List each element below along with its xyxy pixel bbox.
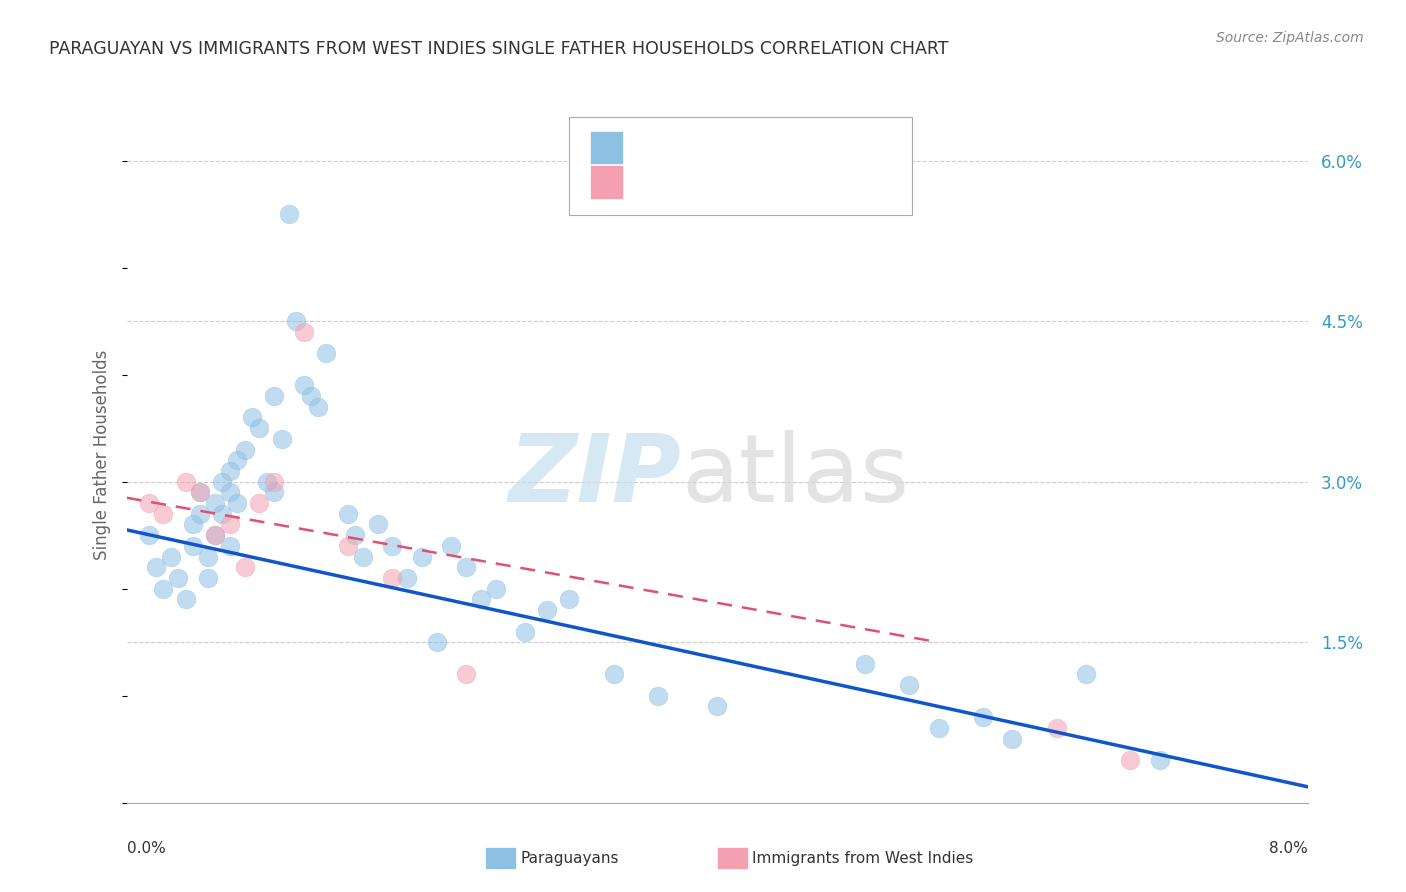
- Point: [1001, 731, 1024, 746]
- Point: [285, 314, 308, 328]
- Point: [381, 571, 404, 585]
- Point: [315, 346, 337, 360]
- Point: [204, 496, 226, 510]
- Point: [204, 528, 226, 542]
- Point: [396, 571, 419, 585]
- Point: [470, 592, 492, 607]
- Point: [197, 571, 219, 585]
- Point: [218, 517, 242, 532]
- Point: [204, 528, 226, 542]
- Text: Immigrants from West Indies: Immigrants from West Indies: [752, 851, 973, 865]
- Point: [307, 400, 329, 414]
- Point: [167, 571, 190, 585]
- Point: [174, 592, 197, 607]
- Point: [299, 389, 322, 403]
- Point: [226, 453, 249, 467]
- Point: [226, 496, 249, 510]
- Point: [188, 485, 211, 500]
- Point: [558, 592, 581, 607]
- Point: [138, 528, 160, 542]
- Point: [197, 549, 219, 564]
- Text: 8.0%: 8.0%: [1268, 841, 1308, 856]
- Point: [292, 378, 315, 392]
- Point: [411, 549, 433, 564]
- Point: [1149, 753, 1171, 767]
- Point: [256, 475, 278, 489]
- Point: [853, 657, 876, 671]
- Point: [278, 207, 301, 221]
- Point: [536, 603, 558, 617]
- Point: [263, 389, 285, 403]
- Point: [1076, 667, 1098, 681]
- Point: [233, 560, 256, 574]
- Point: [515, 624, 537, 639]
- Bar: [589, 166, 623, 199]
- Text: R =: R =: [634, 140, 668, 155]
- Text: 0.0%: 0.0%: [127, 841, 166, 856]
- Bar: [589, 131, 623, 164]
- Point: [211, 507, 233, 521]
- Point: [247, 421, 270, 435]
- Point: [159, 549, 183, 564]
- Point: [602, 667, 624, 681]
- Point: [454, 560, 477, 574]
- Text: 59: 59: [815, 140, 835, 155]
- Text: Paraguayans: Paraguayans: [520, 851, 619, 865]
- Point: [366, 517, 388, 532]
- Point: [352, 549, 374, 564]
- Point: [928, 721, 950, 735]
- Point: [440, 539, 463, 553]
- Text: R =: R =: [634, 175, 668, 190]
- FancyBboxPatch shape: [569, 118, 912, 215]
- Point: [1045, 721, 1069, 735]
- Text: -0.253: -0.253: [679, 175, 728, 190]
- Point: [188, 507, 211, 521]
- Point: [344, 528, 367, 542]
- Text: PARAGUAYAN VS IMMIGRANTS FROM WEST INDIES SINGLE FATHER HOUSEHOLDS CORRELATION C: PARAGUAYAN VS IMMIGRANTS FROM WEST INDIE…: [49, 40, 949, 58]
- Point: [270, 432, 292, 446]
- Point: [188, 485, 211, 500]
- Point: [218, 539, 242, 553]
- Text: ZIP: ZIP: [509, 430, 682, 522]
- Point: [233, 442, 256, 457]
- Point: [218, 464, 242, 478]
- Point: [454, 667, 477, 681]
- Point: [706, 699, 728, 714]
- Y-axis label: Single Father Households: Single Father Households: [93, 350, 111, 560]
- Point: [174, 475, 197, 489]
- Text: N =: N =: [770, 175, 804, 190]
- Point: [181, 517, 204, 532]
- Point: [263, 475, 285, 489]
- Point: [152, 507, 174, 521]
- Point: [138, 496, 160, 510]
- Point: [145, 560, 167, 574]
- Point: [211, 475, 233, 489]
- Point: [181, 539, 204, 553]
- Text: N =: N =: [770, 140, 804, 155]
- Text: -0.291: -0.291: [679, 140, 728, 155]
- Point: [1119, 753, 1142, 767]
- Point: [337, 539, 360, 553]
- Point: [484, 582, 508, 596]
- Text: atlas: atlas: [682, 430, 910, 522]
- Point: [897, 678, 920, 692]
- Point: [218, 485, 242, 500]
- Point: [425, 635, 447, 649]
- Point: [381, 539, 404, 553]
- Point: [240, 410, 263, 425]
- Point: [292, 325, 315, 339]
- Point: [263, 485, 285, 500]
- Point: [152, 582, 174, 596]
- Point: [337, 507, 360, 521]
- Text: Source: ZipAtlas.com: Source: ZipAtlas.com: [1216, 31, 1364, 45]
- Point: [247, 496, 270, 510]
- Point: [647, 689, 669, 703]
- Point: [972, 710, 994, 724]
- Text: 15: 15: [815, 175, 834, 190]
